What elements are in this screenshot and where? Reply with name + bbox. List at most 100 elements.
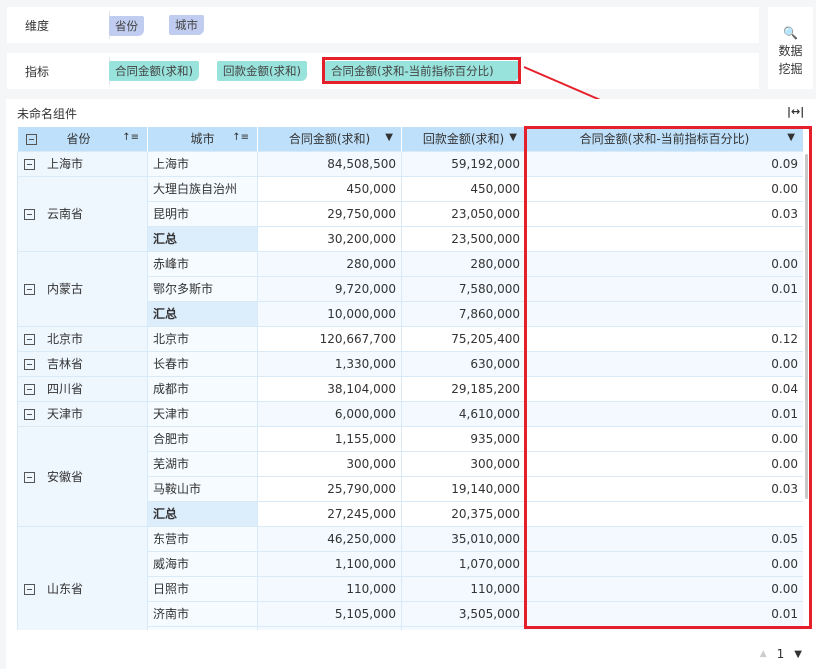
city-cell: 成都市: [147, 375, 258, 402]
province-cell: 内蒙古: [17, 250, 148, 327]
payment-amount-cell: 75,205,400: [401, 325, 526, 352]
contract-percent-cell: 0.00: [525, 250, 803, 277]
table-header-row: 省份 ↑≡ 城市 ↑≡ 合同金额(求和) ▼ 回款金额(求和) ▼ 合同金额(求和-当前…: [17, 127, 803, 151]
header-contract-percent[interactable]: 合同金额(求和-当前指标百分比) ▼: [525, 127, 803, 151]
contract-percent-cell: 0.01: [525, 275, 803, 302]
dropdown-triangle-icon[interactable]: ▼: [385, 132, 393, 143]
contract-amount-cell: 29,750,000: [257, 200, 402, 227]
city-cell: 马鞍山市: [147, 475, 258, 502]
table-row: 日照市 110,000 110,000 0.00: [18, 575, 803, 602]
city-cell: 赤峰市: [147, 250, 258, 277]
sort-icon[interactable]: ↑≡: [232, 132, 249, 143]
dimension-chip-province[interactable]: 省份: [109, 16, 144, 36]
dimension-chip-city[interactable]: 城市: [169, 15, 204, 35]
contract-percent-cell: 0.00: [525, 450, 803, 477]
table-row: 安徽省 合肥市 1,155,000 935,000 0.00: [17, 425, 803, 527]
measure-chip-contract-percent[interactable]: 合同金额(求和-当前指标百分比): [325, 61, 519, 81]
city-cell: 大理白族自治州: [147, 175, 258, 202]
measure-chip-contract[interactable]: 合同金额(求和): [109, 61, 199, 81]
contract-amount-cell: 5,105,000: [257, 600, 402, 627]
province-cell: 天津市: [17, 400, 148, 427]
collapse-icon[interactable]: [24, 471, 35, 483]
measure-chip-payment[interactable]: 回款金额(求和): [217, 61, 307, 81]
header-contract[interactable]: 合同金额(求和) ▼: [257, 127, 402, 151]
table-row: 芜湖市 300,000 300,000 0.00: [18, 450, 803, 477]
province-cell: 山东省: [17, 525, 148, 630]
payment-amount-cell: 4,610,000: [401, 400, 526, 427]
payment-amount-cell: 19,140,000: [401, 475, 526, 502]
contract-percent-cell: 0.00: [525, 575, 803, 602]
table-row: 济南市 5,105,000 3,505,000 0.01: [18, 600, 803, 627]
city-cell: 昆明市: [147, 200, 258, 227]
table-row: 吉林省 长春市 1,330,000 630,000 0.00: [17, 350, 803, 377]
header-city[interactable]: 城市 ↑≡: [147, 127, 258, 151]
table-row: 昆明市 29,750,000 23,050,000 0.03: [18, 200, 803, 227]
contract-percent-cell: 0.01: [525, 400, 803, 427]
payment-amount-cell: 7,860,000: [401, 300, 526, 327]
collapse-icon[interactable]: [24, 209, 35, 220]
contract-amount-cell: 30,200,000: [257, 225, 402, 252]
contract-percent-cell: [525, 300, 803, 327]
collapse-icon[interactable]: [24, 409, 35, 420]
fit-width-icon[interactable]: |↔|: [787, 105, 805, 118]
contract-amount-cell: 25,790,000: [257, 475, 402, 502]
header-contract-percent-label: 合同金额(求和-当前指标百分比): [579, 132, 750, 147]
next-page-icon[interactable]: ▼: [794, 648, 802, 660]
collapse-icon[interactable]: [24, 334, 35, 345]
collapse-all-icon[interactable]: [25, 134, 37, 146]
pivot-table: 省份 ↑≡ 城市 ↑≡ 合同金额(求和) ▼ 回款金额(求和) ▼ 合同金额(求和-当前…: [17, 127, 803, 630]
payment-amount-cell: 935,000: [401, 425, 526, 452]
widget-title: 未命名组件: [17, 107, 78, 121]
highlight-box-column: [524, 126, 812, 629]
subtotal-row: 汇总 10,000,000 7,860,000: [18, 300, 803, 327]
collapse-icon[interactable]: [24, 584, 35, 595]
city-cell: 天津市: [147, 400, 258, 427]
collapse-icon[interactable]: [24, 384, 35, 395]
header-payment[interactable]: 回款金额(求和) ▼: [401, 127, 526, 151]
vertical-scrollbar[interactable]: [805, 154, 808, 499]
dropdown-triangle-icon[interactable]: ▼: [509, 132, 517, 143]
city-cell: 日照市: [147, 575, 258, 602]
province-name: 上海市: [47, 157, 84, 171]
province-name: 云南省: [47, 207, 84, 221]
payment-amount-cell: 29,185,200: [401, 375, 526, 402]
contract-percent-cell: 0.12: [525, 325, 803, 352]
prev-page-icon[interactable]: ▲: [759, 649, 767, 659]
payment-amount-cell: 300,000: [401, 450, 526, 477]
contract-percent-cell: 0.00: [525, 550, 803, 577]
table-row: 上海市 上海市 84,508,500 59,192,000 0.09: [17, 150, 803, 177]
province-name: 安徽省: [47, 469, 84, 484]
header-contract-label: 合同金额(求和): [288, 132, 371, 147]
city-cell: 北京市: [147, 325, 258, 352]
province-name: 吉林省: [47, 357, 84, 371]
sort-icon[interactable]: ↑≡: [122, 132, 139, 143]
payment-amount-cell: [401, 625, 526, 630]
city-cell: 鄂尔多斯市: [147, 275, 258, 302]
collapse-icon[interactable]: [24, 284, 35, 295]
city-cell: 济南市: [147, 600, 258, 627]
payment-amount-cell: 630,000: [401, 350, 526, 377]
city-cell: 汇总: [147, 225, 258, 252]
dropdown-triangle-icon[interactable]: ▼: [787, 132, 795, 143]
contract-percent-cell: [525, 500, 803, 527]
contract-percent-cell: 0.03: [525, 200, 803, 227]
payment-amount-cell: 23,500,000: [401, 225, 526, 252]
collapse-icon[interactable]: [24, 359, 35, 370]
data-mining-button[interactable]: 🔍 数据 挖掘: [768, 7, 813, 89]
collapse-icon[interactable]: [24, 159, 35, 170]
payment-amount-cell: 35,010,000: [401, 525, 526, 552]
data-mining-label-1: 数据: [778, 44, 803, 58]
province-cell: 安徽省: [17, 425, 148, 527]
header-province[interactable]: 省份 ↑≡: [17, 127, 148, 151]
contract-amount-cell: 450,000: [257, 175, 402, 202]
province-name: 内蒙古: [47, 282, 84, 296]
contract-percent-cell: 0.00: [525, 350, 803, 377]
province-cell: 上海市: [17, 150, 148, 177]
table-row: 鄂尔多斯市 9,720,000 7,580,000 0.01: [18, 275, 803, 302]
payment-amount-cell: 110,000: [401, 575, 526, 602]
pagination: ▲ 1 ▼: [760, 647, 802, 661]
highlight-box-chip: [322, 57, 521, 84]
measure-label: 指标: [25, 64, 50, 79]
table-row: 四川省 成都市 38,104,000 29,185,200 0.04: [17, 375, 803, 402]
contract-amount-cell: 1,100,000: [257, 550, 402, 577]
